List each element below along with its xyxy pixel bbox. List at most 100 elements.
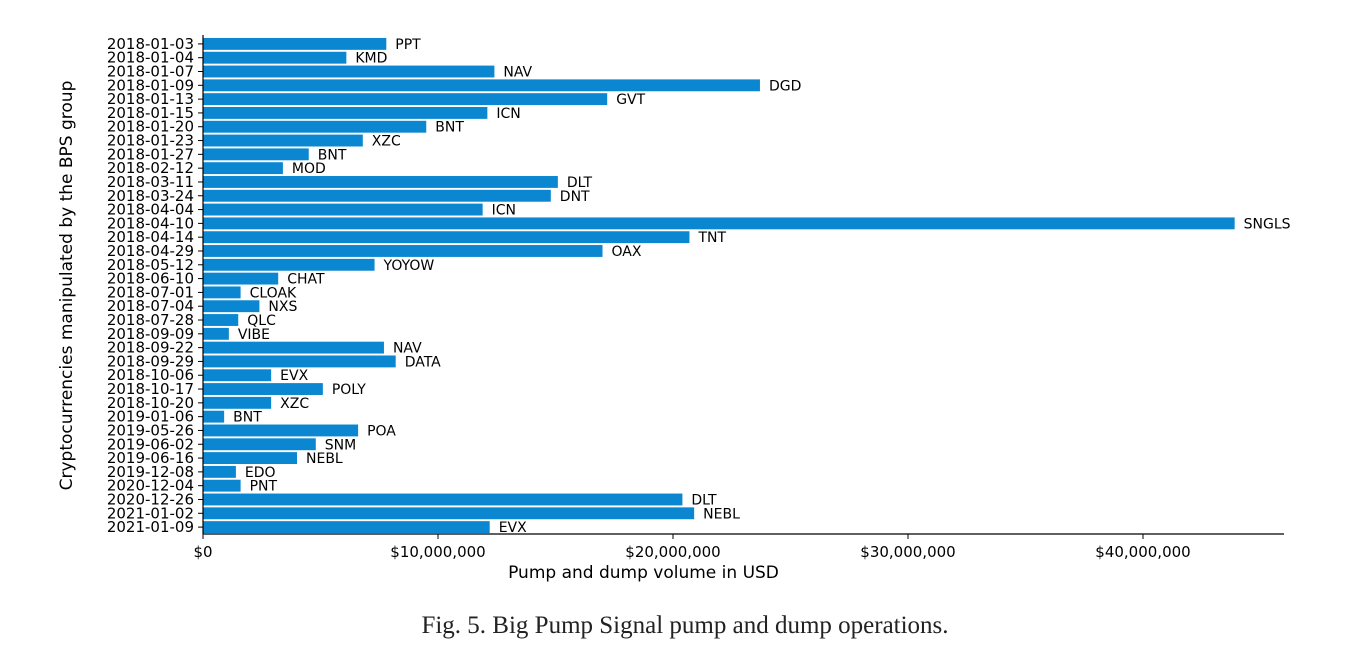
y-tick-label: 2018-09-22 bbox=[107, 339, 194, 357]
bar-2018-01-27 bbox=[203, 148, 309, 161]
bar-2018-01-04 bbox=[203, 51, 347, 64]
y-tick-label: 2018-07-04 bbox=[107, 297, 194, 315]
bar-label-bnt: BNT bbox=[435, 120, 464, 136]
bar-2018-01-23 bbox=[203, 134, 363, 147]
figure-caption: Fig. 5. Big Pump Signal pump and dump op… bbox=[421, 612, 949, 639]
y-tick-label: 2018-09-29 bbox=[107, 352, 194, 370]
y-tick-label: 2018-09-09 bbox=[107, 325, 194, 343]
bar-2019-12-08 bbox=[203, 465, 236, 478]
y-tick-label: 2018-04-14 bbox=[107, 228, 194, 246]
bar-label-kmd: KMD bbox=[355, 51, 387, 67]
y-tick-label: 2021-01-02 bbox=[107, 504, 194, 522]
y-tick-label: 2019-01-06 bbox=[107, 408, 194, 426]
y-tick-label: 2018-01-27 bbox=[107, 145, 194, 163]
y-tick-label: 2018-04-29 bbox=[107, 242, 194, 260]
bar-label-poly: POLY bbox=[332, 382, 366, 398]
y-tick-label: 2018-07-01 bbox=[107, 283, 194, 301]
bar-2018-09-29 bbox=[203, 355, 396, 368]
x-tick-label: $30,000,000 bbox=[860, 543, 955, 561]
bar-label-nav: NAV bbox=[393, 341, 422, 357]
bar-2021-01-09 bbox=[203, 521, 490, 534]
y-tick-label: 2018-04-10 bbox=[107, 214, 194, 232]
bar-label-dlt: DLT bbox=[691, 492, 717, 508]
y-tick-label: 2018-04-04 bbox=[107, 201, 194, 219]
bar-label-nebl: NEBL bbox=[306, 451, 343, 467]
y-tick-label: 2018-10-20 bbox=[107, 394, 194, 412]
bar-2018-05-12 bbox=[203, 258, 375, 271]
y-tick-label: 2018-01-04 bbox=[107, 49, 194, 67]
y-axis-label: Cryptocurrencies manipulated by the BPS … bbox=[57, 81, 77, 491]
bar-label-icn: ICN bbox=[492, 203, 516, 219]
y-tick-label: 2018-01-09 bbox=[107, 76, 194, 94]
bar-label-nav: NAV bbox=[503, 65, 532, 81]
bar-2018-04-14 bbox=[203, 231, 690, 244]
y-tick-label: 2018-01-20 bbox=[107, 118, 194, 136]
bar-label-snm: SNM bbox=[325, 437, 356, 453]
bar-2018-07-01 bbox=[203, 286, 241, 299]
y-tick-label: 2019-06-16 bbox=[107, 449, 194, 467]
y-tick-label: 2018-01-13 bbox=[107, 90, 194, 108]
bar-label-tnt: TNT bbox=[697, 230, 726, 246]
bar-2021-01-02 bbox=[203, 507, 695, 520]
bar-label-ppt: PPT bbox=[395, 37, 421, 53]
y-tick-label: 2018-03-24 bbox=[107, 187, 194, 205]
y-tick-label: 2018-10-17 bbox=[107, 380, 194, 398]
x-tick-label: $10,000,000 bbox=[390, 543, 485, 561]
y-tick-label: 2018-01-07 bbox=[107, 63, 194, 81]
y-tick-label: 2018-07-28 bbox=[107, 311, 194, 329]
bar-label-poa: POA bbox=[367, 423, 396, 439]
bars-group bbox=[203, 37, 1235, 534]
y-tick-label: 2018-10-06 bbox=[107, 366, 194, 384]
x-axis-ticks: $0 $10,000,000 $20,000,000 $30,000,000 $40,0… bbox=[193, 534, 1191, 561]
bar-2018-01-20 bbox=[203, 120, 427, 133]
bar-2018-07-04 bbox=[203, 300, 260, 313]
y-tick-label: 2018-03-11 bbox=[107, 173, 194, 191]
bar-label-pnt: PNT bbox=[250, 479, 278, 495]
bar-label-qlc: QLC bbox=[247, 313, 276, 329]
bar-2019-05-26 bbox=[203, 424, 359, 437]
bar-2020-12-26 bbox=[203, 493, 683, 506]
bar-2018-01-09 bbox=[203, 79, 760, 92]
bar-label-evx: EVX bbox=[280, 368, 308, 384]
bar-label-nebl: NEBL bbox=[703, 506, 740, 522]
bar-label-data: DATA bbox=[405, 354, 441, 370]
bar-label-dnt: DNT bbox=[560, 189, 590, 205]
bar-2020-12-04 bbox=[203, 479, 241, 492]
bar-label-bnt: BNT bbox=[318, 147, 347, 163]
y-tick-label: 2019-05-26 bbox=[107, 421, 194, 439]
bar-2019-01-06 bbox=[203, 410, 225, 423]
y-axis-ticks: 2018-01-032018-01-042018-01-072018-01-09… bbox=[107, 35, 203, 536]
bar-2018-09-22 bbox=[203, 341, 384, 354]
bar-label-vibe: VIBE bbox=[238, 327, 270, 343]
y-tick-label: 2020-12-26 bbox=[107, 490, 194, 508]
bar-label-icn: ICN bbox=[496, 106, 520, 122]
bar-label-dgd: DGD bbox=[769, 78, 801, 94]
bar-2018-04-10 bbox=[203, 217, 1235, 230]
y-tick-label: 2020-12-04 bbox=[107, 477, 194, 495]
bar-label-sngls: SNGLS bbox=[1244, 216, 1291, 232]
bar-label-yoyow: YOYOW bbox=[383, 258, 435, 274]
bar-2018-02-12 bbox=[203, 162, 283, 175]
bar-2018-01-13 bbox=[203, 93, 608, 106]
y-tick-label: 2018-01-23 bbox=[107, 132, 194, 150]
bar-2018-01-03 bbox=[203, 37, 387, 50]
bar-2018-07-28 bbox=[203, 314, 239, 326]
bar-label-cloak: CLOAK bbox=[250, 285, 297, 301]
bar-label-dlt: DLT bbox=[567, 175, 593, 191]
bar-label-mod: MOD bbox=[292, 161, 326, 177]
bar-2018-10-06 bbox=[203, 369, 272, 382]
bar-2018-04-04 bbox=[203, 203, 483, 216]
bar-2019-06-16 bbox=[203, 452, 297, 465]
bar-label-evx: EVX bbox=[499, 520, 527, 536]
bar-labels-group: PPTKMDNAVDGDGVTICNBNTXZCBNTMODDLTDNTICNS… bbox=[233, 37, 1291, 536]
bar-2018-04-29 bbox=[203, 245, 603, 257]
bar-label-nxs: NXS bbox=[268, 299, 297, 315]
y-tick-label: 2018-02-12 bbox=[107, 159, 194, 177]
y-tick-label: 2019-12-08 bbox=[107, 463, 194, 481]
bar-label-xzc: XZC bbox=[280, 396, 309, 412]
bar-2018-06-10 bbox=[203, 272, 279, 285]
bar-label-gvt: GVT bbox=[616, 92, 645, 108]
x-axis-label: Pump and dump volume in USD bbox=[508, 563, 779, 583]
bar-2018-10-20 bbox=[203, 396, 272, 409]
y-tick-label: 2018-01-15 bbox=[107, 104, 194, 122]
